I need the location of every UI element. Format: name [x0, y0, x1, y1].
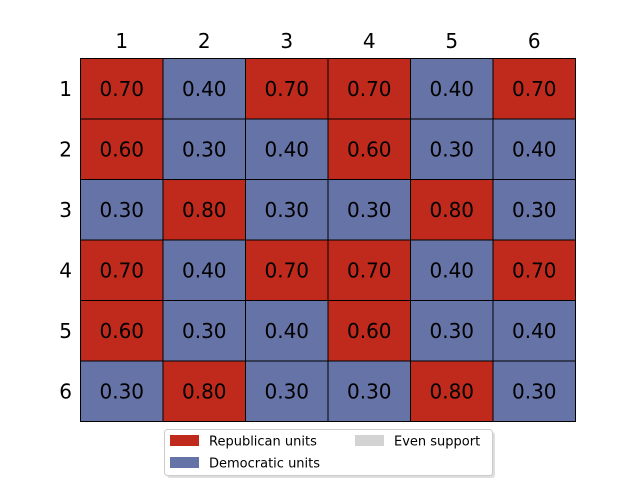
column-tick-label: 5 [445, 29, 458, 53]
heatmap-cell [162, 118, 246, 180]
cell-value-label: 0.40 [264, 319, 309, 343]
heatmap-cell [492, 179, 576, 241]
cell-value-label: 0.70 [264, 258, 309, 282]
cell-value-label: 0.70 [347, 77, 392, 101]
cell-value-label: 0.40 [429, 258, 474, 282]
heatmap-cell [327, 239, 411, 301]
cell-value-label: 0.30 [347, 379, 392, 403]
cell-value-label: 0.30 [512, 379, 557, 403]
cell-value-label: 0.30 [429, 137, 474, 161]
heatmap-cell [245, 239, 329, 301]
legend-label-rep: Republican units [209, 435, 317, 450]
cell-value-label: 0.70 [264, 77, 309, 101]
legend-swatch-even [355, 435, 384, 446]
column-tick-label: 3 [280, 29, 293, 53]
row-tick-label: 3 [59, 198, 72, 222]
column-tick-label: 1 [115, 29, 128, 53]
row-tick-label: 6 [59, 379, 72, 403]
heatmap-cell [492, 58, 576, 120]
column-tick-labels: 1 2 3 4 5 6 [115, 29, 540, 53]
cell-value-label: 0.40 [429, 77, 474, 101]
cell-value-label: 0.80 [182, 379, 227, 403]
heatmap-cell [327, 300, 411, 362]
cell-value-label: 0.60 [347, 319, 392, 343]
cell-value-label: 0.70 [99, 77, 144, 101]
heatmap-cell [80, 360, 164, 422]
cell-value-label: 0.60 [99, 137, 144, 161]
heatmap-cell [162, 58, 246, 120]
heatmap-cell [245, 300, 329, 362]
row-tick-label: 5 [59, 319, 72, 343]
row-tick-label: 2 [59, 137, 72, 161]
cell-value-label: 0.30 [264, 198, 309, 222]
heatmap-cell [327, 118, 411, 180]
cell-value-label: 0.30 [99, 198, 144, 222]
cell-value-label: 0.70 [512, 77, 557, 101]
legend-swatch-rep [170, 435, 199, 446]
legend-label-dem: Democratic units [209, 457, 320, 472]
row-tick-label: 1 [59, 77, 72, 101]
heatmap-cell [80, 300, 164, 362]
cell-value-label: 0.30 [347, 198, 392, 222]
legend-box [164, 429, 493, 476]
legend-label-even: Even support [394, 435, 480, 450]
cell-value-label: 0.40 [264, 137, 309, 161]
cell-value-label: 0.40 [512, 319, 557, 343]
heatmap-cell [410, 179, 494, 241]
cell-value-label: 0.30 [182, 137, 227, 161]
legend-swatch-dem [170, 457, 199, 468]
column-tick-label: 4 [363, 29, 376, 53]
column-tick-label: 2 [198, 29, 211, 53]
row-tick-labels: 1 2 3 4 5 6 [59, 77, 72, 404]
cell-value-label: 0.40 [512, 137, 557, 161]
cell-value-label: 0.60 [347, 137, 392, 161]
cell-value-label: 0.60 [99, 319, 144, 343]
cell-value-label: 0.80 [182, 198, 227, 222]
heatmap-cell [327, 58, 411, 120]
cell-value-label: 0.80 [429, 198, 474, 222]
cell-value-label: 0.70 [347, 258, 392, 282]
heatmap-cell [80, 239, 164, 301]
heatmap-cell [492, 360, 576, 422]
heatmap-cell [410, 239, 494, 301]
heatmap-cell [410, 300, 494, 362]
heatmap-cells: 0.70 0.40 0.70 0.70 0.40 0.70 0.60 0.30 0.40 0.60… [80, 58, 576, 422]
cell-value-label: 0.40 [182, 77, 227, 101]
heatmap-cell [80, 58, 164, 120]
cell-value-label: 0.30 [182, 319, 227, 343]
heatmap-cell [492, 118, 576, 180]
column-tick-label: 6 [528, 29, 541, 53]
heatmap-cell [327, 179, 411, 241]
cell-value-label: 0.30 [99, 379, 144, 403]
cell-value-label: 0.70 [512, 258, 557, 282]
row-tick-label: 4 [59, 258, 72, 282]
heatmap-cell [410, 360, 494, 422]
cell-value-label: 0.30 [429, 319, 474, 343]
legend: Republican units Democratic units Even sup… [164, 429, 495, 478]
cell-value-label: 0.30 [512, 198, 557, 222]
cell-value-label: 0.30 [264, 379, 309, 403]
plot-frame [80, 58, 576, 422]
cell-value-label: 0.80 [429, 379, 474, 403]
heatmap-cell [162, 179, 246, 241]
heatmap-cell [162, 239, 246, 301]
cell-value-label: 0.40 [182, 258, 227, 282]
cell-value-label: 0.70 [99, 258, 144, 282]
